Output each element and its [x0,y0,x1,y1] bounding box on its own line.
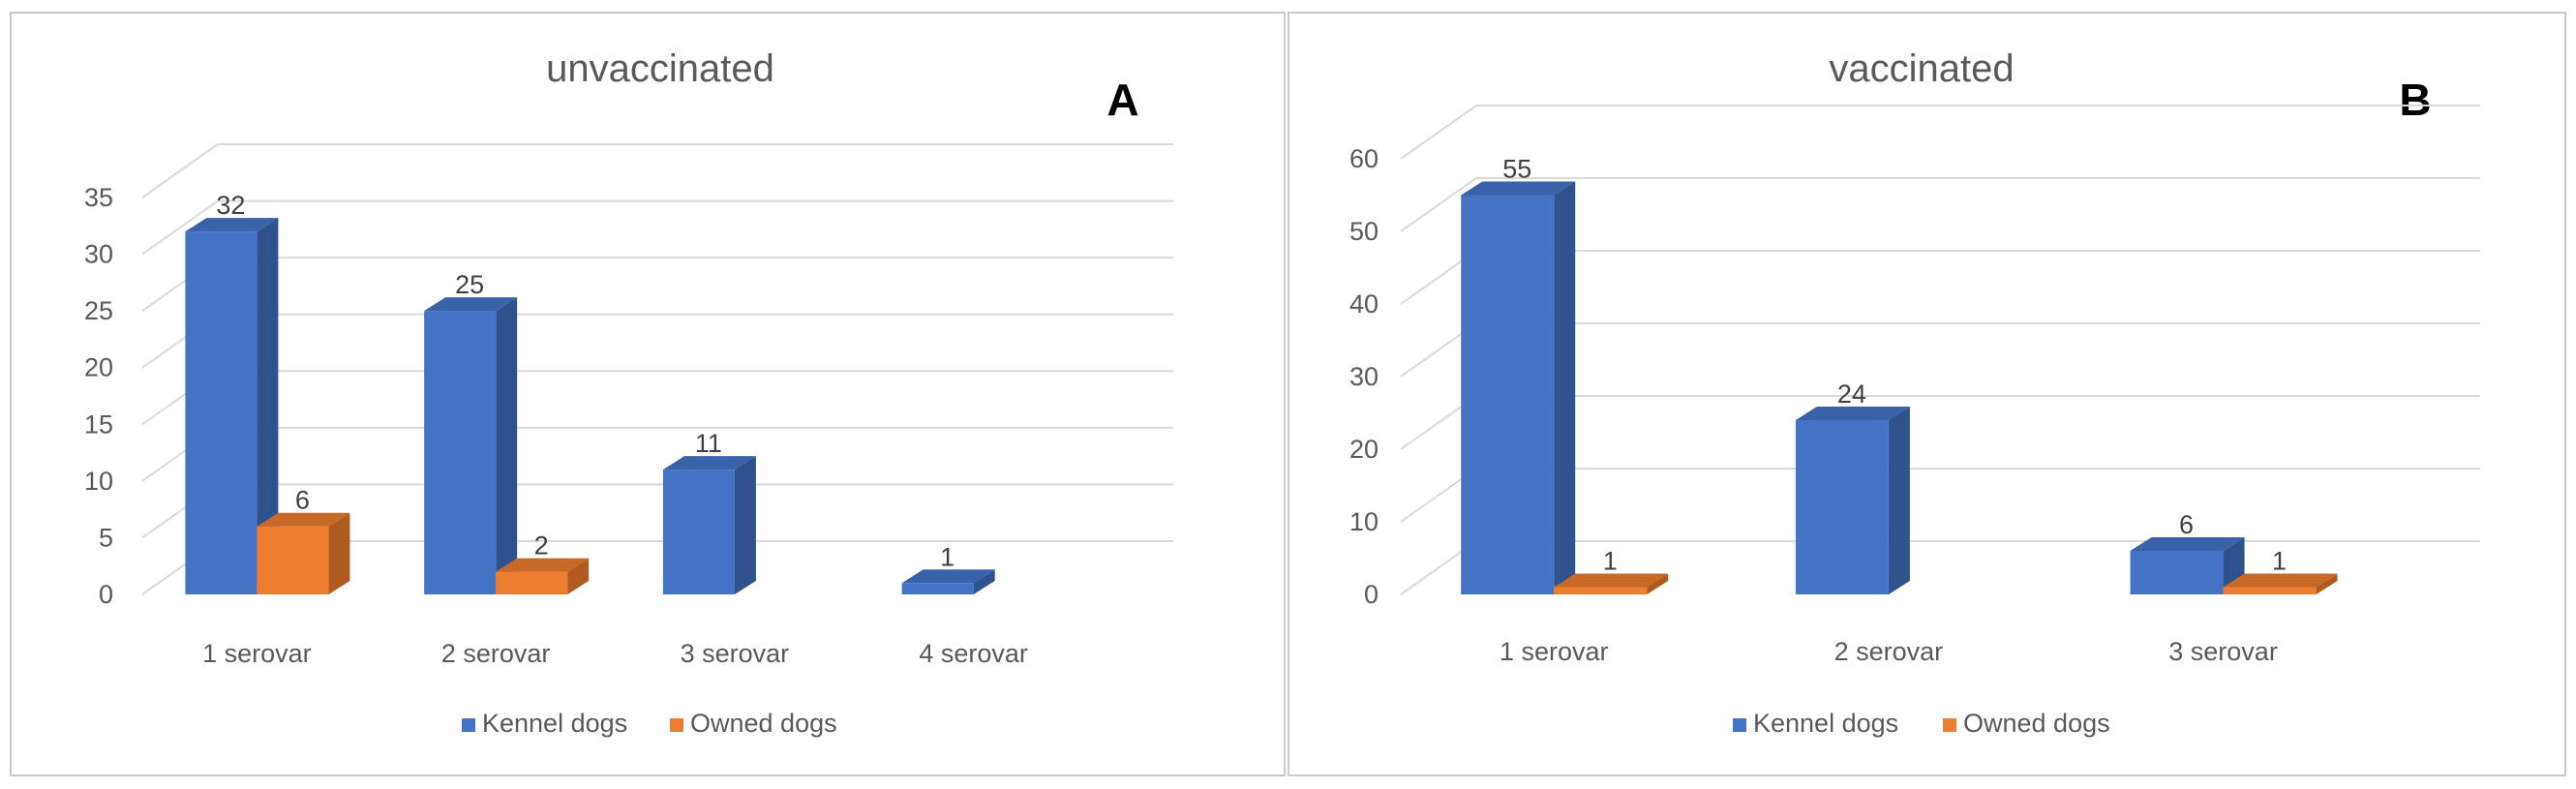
bar-kennel [1795,407,1910,594]
bar-side [496,297,518,594]
bar-owned [2223,573,2338,594]
legend-swatch-owned [1943,718,1956,732]
bar-side [1647,573,1669,594]
bar-top [1554,573,1669,588]
data-label: 55 [1502,155,1531,184]
panel-letter: B [2399,75,2431,125]
y-tick-label: 5 [99,523,113,552]
bar-side [328,512,350,594]
bar-side [2316,573,2338,594]
y-tick-label: 25 [84,296,113,325]
bar-front [2223,587,2317,594]
bar-top [185,218,279,232]
gridline-side [1400,105,1477,160]
y-tick-label: 15 [84,410,113,439]
y-tick-label: 20 [1349,435,1379,464]
bar-side [1554,181,1576,594]
bar-front [1461,195,1555,594]
data-label: 1 [1603,547,1618,576]
plot-area: 0 5 10 15 20 25 30 35 1 serovar 32 6 2 serovar 25 2 3 … [84,143,1173,668]
legend: Kennel dogs Owned dogs [462,709,837,738]
x-tick-label: 3 serovar [681,639,790,668]
x-tick-label: 2 serovar [441,639,551,668]
gridline-side [1400,177,1477,232]
bar-owned [1554,573,1669,594]
data-label: 32 [216,191,245,220]
bar-side [1888,407,1910,594]
chart-panel-a: unvaccinated A 0 5 10 15 20 25 30 35 1 serovar 32… [10,12,1286,776]
bar-side [973,569,995,594]
bar-front [185,231,258,594]
legend-label-owned: Owned dogs [1963,709,2110,738]
bar-front [662,470,735,594]
bar-top [1461,181,1576,196]
data-label: 25 [455,270,484,299]
y-tick-label: 50 [1349,217,1379,246]
data-label: 11 [695,429,722,458]
chart-panel-b: vaccinated B 0 10 20 30 40 50 60 1 serovar 55 1 2 … [1288,12,2566,776]
plot-area: 0 10 20 30 40 50 60 1 serovar 55 1 2 serovar 24 3 se… [1349,105,2480,666]
bar-top [901,569,995,584]
data-label: 1 [2272,547,2287,576]
chart-title: vaccinated [1829,47,2014,90]
data-label: 6 [2179,510,2194,539]
legend-label-kennel: Kennel dogs [1753,709,1898,738]
legend-swatch-owned [670,718,683,732]
x-tick-label: 3 serovar [2168,637,2278,666]
bar-top [2130,537,2245,551]
chart-title: unvaccinated [546,47,774,90]
bar-kennel [424,297,518,594]
y-tick-label: 0 [99,580,113,609]
bar-top [496,558,590,572]
bar-side [257,218,279,594]
y-tick-label: 10 [84,467,113,496]
gridline-side [141,143,219,198]
bar-side [734,456,756,594]
bar-top [662,456,756,470]
chart-b-svg: vaccinated B 0 10 20 30 40 50 60 1 serovar 55 1 2 … [1349,47,2480,738]
x-tick-label: 1 serovar [202,639,312,668]
y-tick-label: 20 [84,353,113,382]
y-tick-label: 35 [84,183,113,212]
legend-swatch-kennel [1733,718,1746,732]
bar-owned [257,512,350,594]
bar-top [257,512,350,527]
y-tick-label: 10 [1349,507,1379,536]
data-label: 24 [1837,379,1866,409]
data-label: 1 [940,542,955,571]
data-label: 2 [534,531,549,561]
bar-side [567,558,590,594]
legend-swatch-kennel [462,718,475,732]
bar-kennel [185,218,279,594]
x-tick-label: 4 serovar [919,639,1028,668]
bar-kennel [662,456,756,594]
x-tick-label: 2 serovar [1834,637,1944,666]
bar-kennel [901,569,995,594]
bar-kennel [1461,181,1576,594]
bar-front [901,583,974,594]
y-tick-label: 30 [1349,362,1379,391]
legend-label-owned: Owned dogs [690,709,837,738]
chart-a-svg: unvaccinated A 0 5 10 15 20 25 30 35 1 serovar 32… [84,47,1173,738]
y-tick-label: 60 [1349,144,1379,173]
gridline-side [141,199,219,256]
bar-front [257,526,329,594]
data-label: 6 [295,486,310,515]
legend-label-kennel: Kennel dogs [482,709,627,738]
bar-front [424,311,497,594]
panel-letter: A [1106,75,1138,125]
legend: Kennel dogs Owned dogs [1733,709,2110,738]
x-tick-label: 1 serovar [1500,637,1609,666]
bar-front [1795,420,1889,594]
y-tick-label: 40 [1349,289,1379,319]
bar-top [424,297,518,312]
bar-top [2223,573,2338,588]
bar-front [496,571,568,594]
bar-owned [496,558,590,594]
bar-front [2130,551,2224,594]
bar-top [1795,407,1910,420]
bar-front [1554,587,1648,594]
y-tick-label: 0 [1364,580,1379,609]
y-tick-label: 30 [84,240,113,269]
